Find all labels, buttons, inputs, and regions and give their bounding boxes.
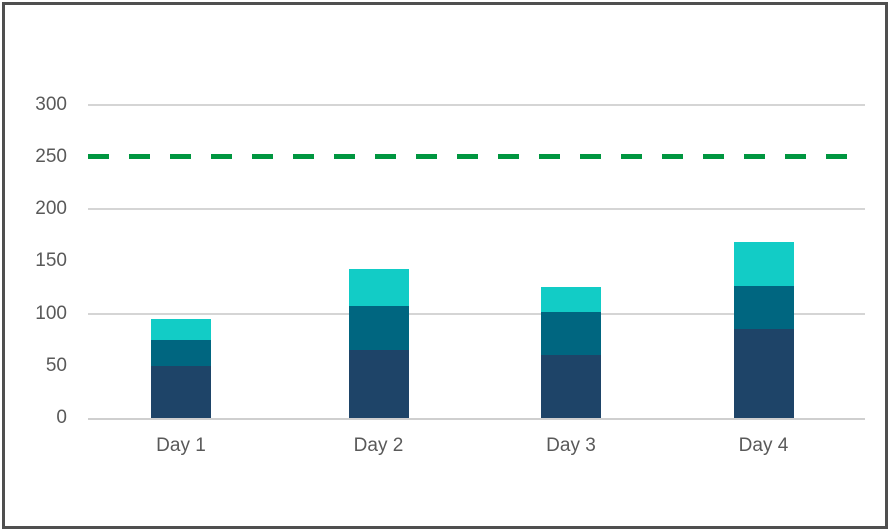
gridline-300 xyxy=(88,103,865,106)
bar-segment-middle-segment-day-3 xyxy=(541,312,601,356)
plot-area: 0 50 100 150 200 250 300 Day 1 Day 2 Day 3 Day 4 xyxy=(5,5,885,526)
bar-segment-top-segment-day-1 xyxy=(151,318,211,340)
bar-segment-bottom-segment-day-3 xyxy=(541,355,601,418)
bar-segment-middle-segment-day-4 xyxy=(733,286,794,330)
x-axis-line xyxy=(88,418,865,420)
x-tick-label-day-3: Day 3 xyxy=(546,435,596,456)
x-tick-label-day-2: Day 2 xyxy=(353,435,404,456)
reference-line xyxy=(88,154,865,160)
y-tick-label-50: 50 xyxy=(45,354,67,376)
y-tick-label-250: 250 xyxy=(35,145,67,167)
y-tick-label-150: 150 xyxy=(35,250,67,272)
bar-segment-bottom-segment-day-4 xyxy=(733,329,794,418)
y-tick-label-0: 0 xyxy=(56,407,67,428)
bar-segment-top-segment-day-2 xyxy=(348,268,409,307)
bar-segment-top-segment-day-3 xyxy=(541,287,601,313)
bar-segment-bottom-segment-day-1 xyxy=(151,365,211,418)
gridline-200 xyxy=(88,208,865,210)
x-tick-label-day-4: Day 4 xyxy=(738,435,789,456)
bar-segment-bottom-segment-day-2 xyxy=(348,350,409,418)
y-tick-label-100: 100 xyxy=(35,302,67,324)
y-tick-label-200: 200 xyxy=(35,198,67,219)
y-tick-label-300: 300 xyxy=(35,93,67,115)
gridline-100 xyxy=(88,312,865,315)
bar-segment-middle-segment-day-1 xyxy=(151,339,211,366)
bar-segment-top-segment-day-4 xyxy=(733,242,794,287)
bar-segment-middle-segment-day-2 xyxy=(348,306,409,351)
x-tick-label-day-1: Day 1 xyxy=(156,435,206,456)
